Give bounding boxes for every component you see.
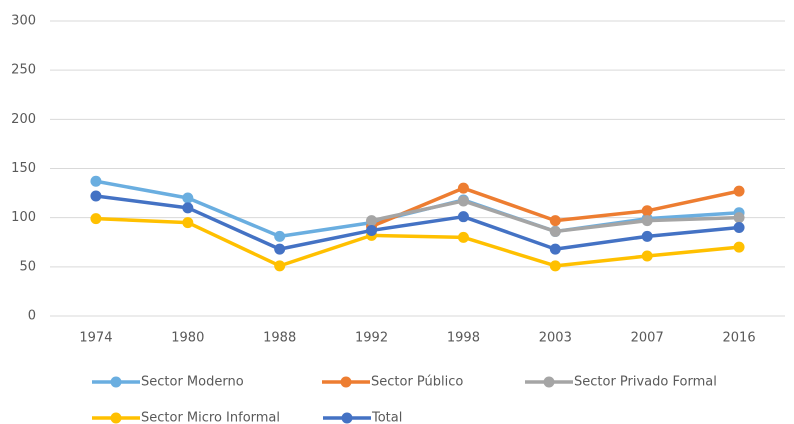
series-line xyxy=(95,194,740,251)
x-tick-label: 2016 xyxy=(723,331,756,346)
data-point xyxy=(457,195,469,207)
legend-label: Sector Privado Formal xyxy=(574,375,717,390)
x-tick-label: 1998 xyxy=(447,331,480,346)
data-point xyxy=(274,243,286,255)
legend-label: Sector Moderno xyxy=(141,375,244,390)
y-tick-label: 250 xyxy=(11,63,36,78)
data-point xyxy=(549,215,561,227)
data-point xyxy=(549,243,561,255)
x-tick-label: 2007 xyxy=(631,331,664,346)
data-point xyxy=(549,260,561,272)
legend-label: Total xyxy=(371,411,402,424)
data-point xyxy=(274,260,286,272)
legend-label: Sector Micro Informal xyxy=(141,411,280,424)
data-point xyxy=(733,222,745,233)
x-tick-label: 1992 xyxy=(355,331,388,346)
x-tick-label: 1974 xyxy=(79,331,112,346)
data-point xyxy=(182,217,194,229)
data-point xyxy=(733,241,745,253)
x-tick-label: 1988 xyxy=(263,331,296,346)
series-line xyxy=(95,216,740,268)
data-point xyxy=(641,250,653,262)
data-point xyxy=(90,190,102,202)
y-tick-label: 0 xyxy=(28,309,36,324)
data-point xyxy=(457,211,469,223)
data-point xyxy=(641,215,653,227)
data-point xyxy=(733,185,745,197)
x-tick-label: 1980 xyxy=(171,331,204,346)
data-point xyxy=(641,205,653,217)
y-tick-label: 100 xyxy=(11,210,36,225)
data-point xyxy=(366,224,378,236)
legend-marker xyxy=(543,376,555,388)
legend-marker xyxy=(340,376,352,388)
data-point xyxy=(90,213,102,225)
legend-marker xyxy=(341,412,353,424)
data-point xyxy=(549,225,561,237)
data-point xyxy=(182,202,194,214)
x-tick-label: 2003 xyxy=(539,331,572,346)
legend-marker xyxy=(110,376,122,388)
data-point xyxy=(457,182,469,194)
data-point xyxy=(182,192,194,204)
y-tick-label: 50 xyxy=(19,259,36,274)
y-tick-label: 300 xyxy=(11,14,36,29)
data-point xyxy=(90,175,102,187)
y-tick-label: 150 xyxy=(11,161,36,176)
data-point xyxy=(274,230,286,242)
data-point xyxy=(457,231,469,243)
y-tick-label: 200 xyxy=(11,112,36,127)
data-point xyxy=(733,212,745,224)
data-point xyxy=(641,230,653,242)
data-point xyxy=(366,215,378,227)
legend-marker xyxy=(110,412,122,424)
legend-label: Sector Público xyxy=(371,375,463,390)
